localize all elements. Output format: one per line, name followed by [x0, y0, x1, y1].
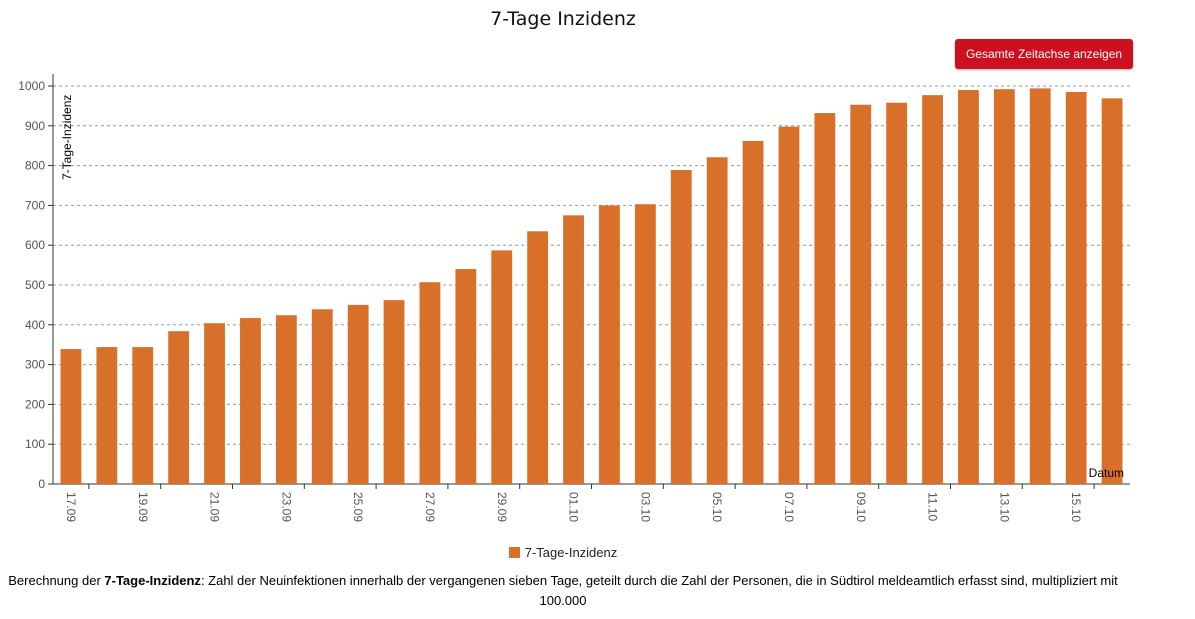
y-tick-label: 600	[25, 238, 45, 252]
bar	[634, 204, 656, 484]
bar	[993, 89, 1015, 485]
bar	[419, 282, 441, 484]
bar	[670, 169, 692, 484]
footnote: Berechnung der 7-Tage-Inzidenz: Zahl der…	[0, 571, 1126, 611]
x-tick-label: 25.09	[351, 492, 365, 522]
bar	[60, 349, 82, 484]
x-axis-label: Datum	[1089, 466, 1124, 480]
y-tick-label: 700	[25, 198, 45, 212]
bar	[491, 250, 513, 484]
bar	[311, 309, 333, 484]
bar	[275, 315, 297, 484]
x-tick-label: 11.10	[926, 492, 940, 521]
bar-chart: 0 100 200 300 400 500 600 700 800 900 1000 17.09 19.…	[18, 74, 1130, 522]
y-tick-label: 800	[25, 159, 45, 173]
bar	[132, 347, 154, 484]
x-tick-label: 09.10	[854, 492, 868, 522]
bar	[1101, 98, 1123, 484]
bar	[850, 104, 872, 485]
bar	[1029, 88, 1051, 484]
footnote-prefix: Berechnung der	[8, 573, 105, 588]
footnote-term: 7-Tage-Inzidenz	[104, 573, 201, 588]
bar	[599, 205, 620, 484]
bar	[563, 215, 584, 484]
x-tick-label: 07.10	[782, 492, 796, 522]
x-tick-label: 29.09	[495, 492, 509, 522]
y-tick-label: 300	[25, 358, 45, 372]
bar	[706, 157, 728, 484]
bar	[240, 318, 261, 484]
y-tick-label: 0	[38, 477, 45, 491]
bar	[455, 269, 477, 484]
x-tick-label: 13.10	[997, 492, 1011, 522]
x-tick-label: 21.09	[208, 492, 222, 522]
bar	[922, 95, 943, 485]
bar	[347, 304, 369, 484]
x-tick-label: 17.09	[64, 492, 78, 522]
bar	[958, 89, 979, 485]
legend-label: 7-Tage-Inzidenz	[524, 545, 618, 560]
x-tick-label: 27.09	[423, 492, 437, 522]
x-tick-label: 15.10	[1069, 492, 1083, 522]
y-axis-label: 7-Tage-Inzidenz	[60, 95, 74, 180]
show-full-timeline-button[interactable]: Gesamte Zeitachse anzeigen	[955, 39, 1133, 69]
x-tick-label: 03.10	[638, 492, 652, 522]
bar	[96, 347, 118, 484]
y-tick-label: 100	[25, 437, 45, 451]
chart-title: 7-Tage Inzidenz	[490, 8, 636, 30]
y-tick-label: 400	[25, 318, 45, 332]
y-tick-label: 900	[25, 119, 45, 133]
bar	[778, 126, 800, 484]
x-tick-label: 05.10	[710, 492, 724, 522]
y-tick-label: 1000	[18, 79, 45, 93]
bar	[814, 113, 836, 484]
bar	[204, 323, 225, 484]
bar	[527, 231, 549, 484]
bar	[886, 102, 908, 484]
footnote-text: : Zahl der Neuinfektionen innerhalb der …	[200, 573, 1118, 608]
bar	[168, 331, 190, 484]
y-tick-label: 500	[25, 278, 45, 292]
y-tick-label: 200	[25, 397, 45, 411]
x-tick-label: 23.09	[279, 492, 293, 522]
bar	[1065, 91, 1087, 484]
x-tick-label: 19.09	[136, 492, 150, 522]
x-tick-label: 01.10	[567, 492, 581, 522]
bar	[383, 300, 405, 484]
legend[interactable]: 7-Tage-Inzidenz	[0, 545, 1126, 560]
bar	[742, 140, 764, 484]
legend-swatch	[508, 547, 520, 558]
